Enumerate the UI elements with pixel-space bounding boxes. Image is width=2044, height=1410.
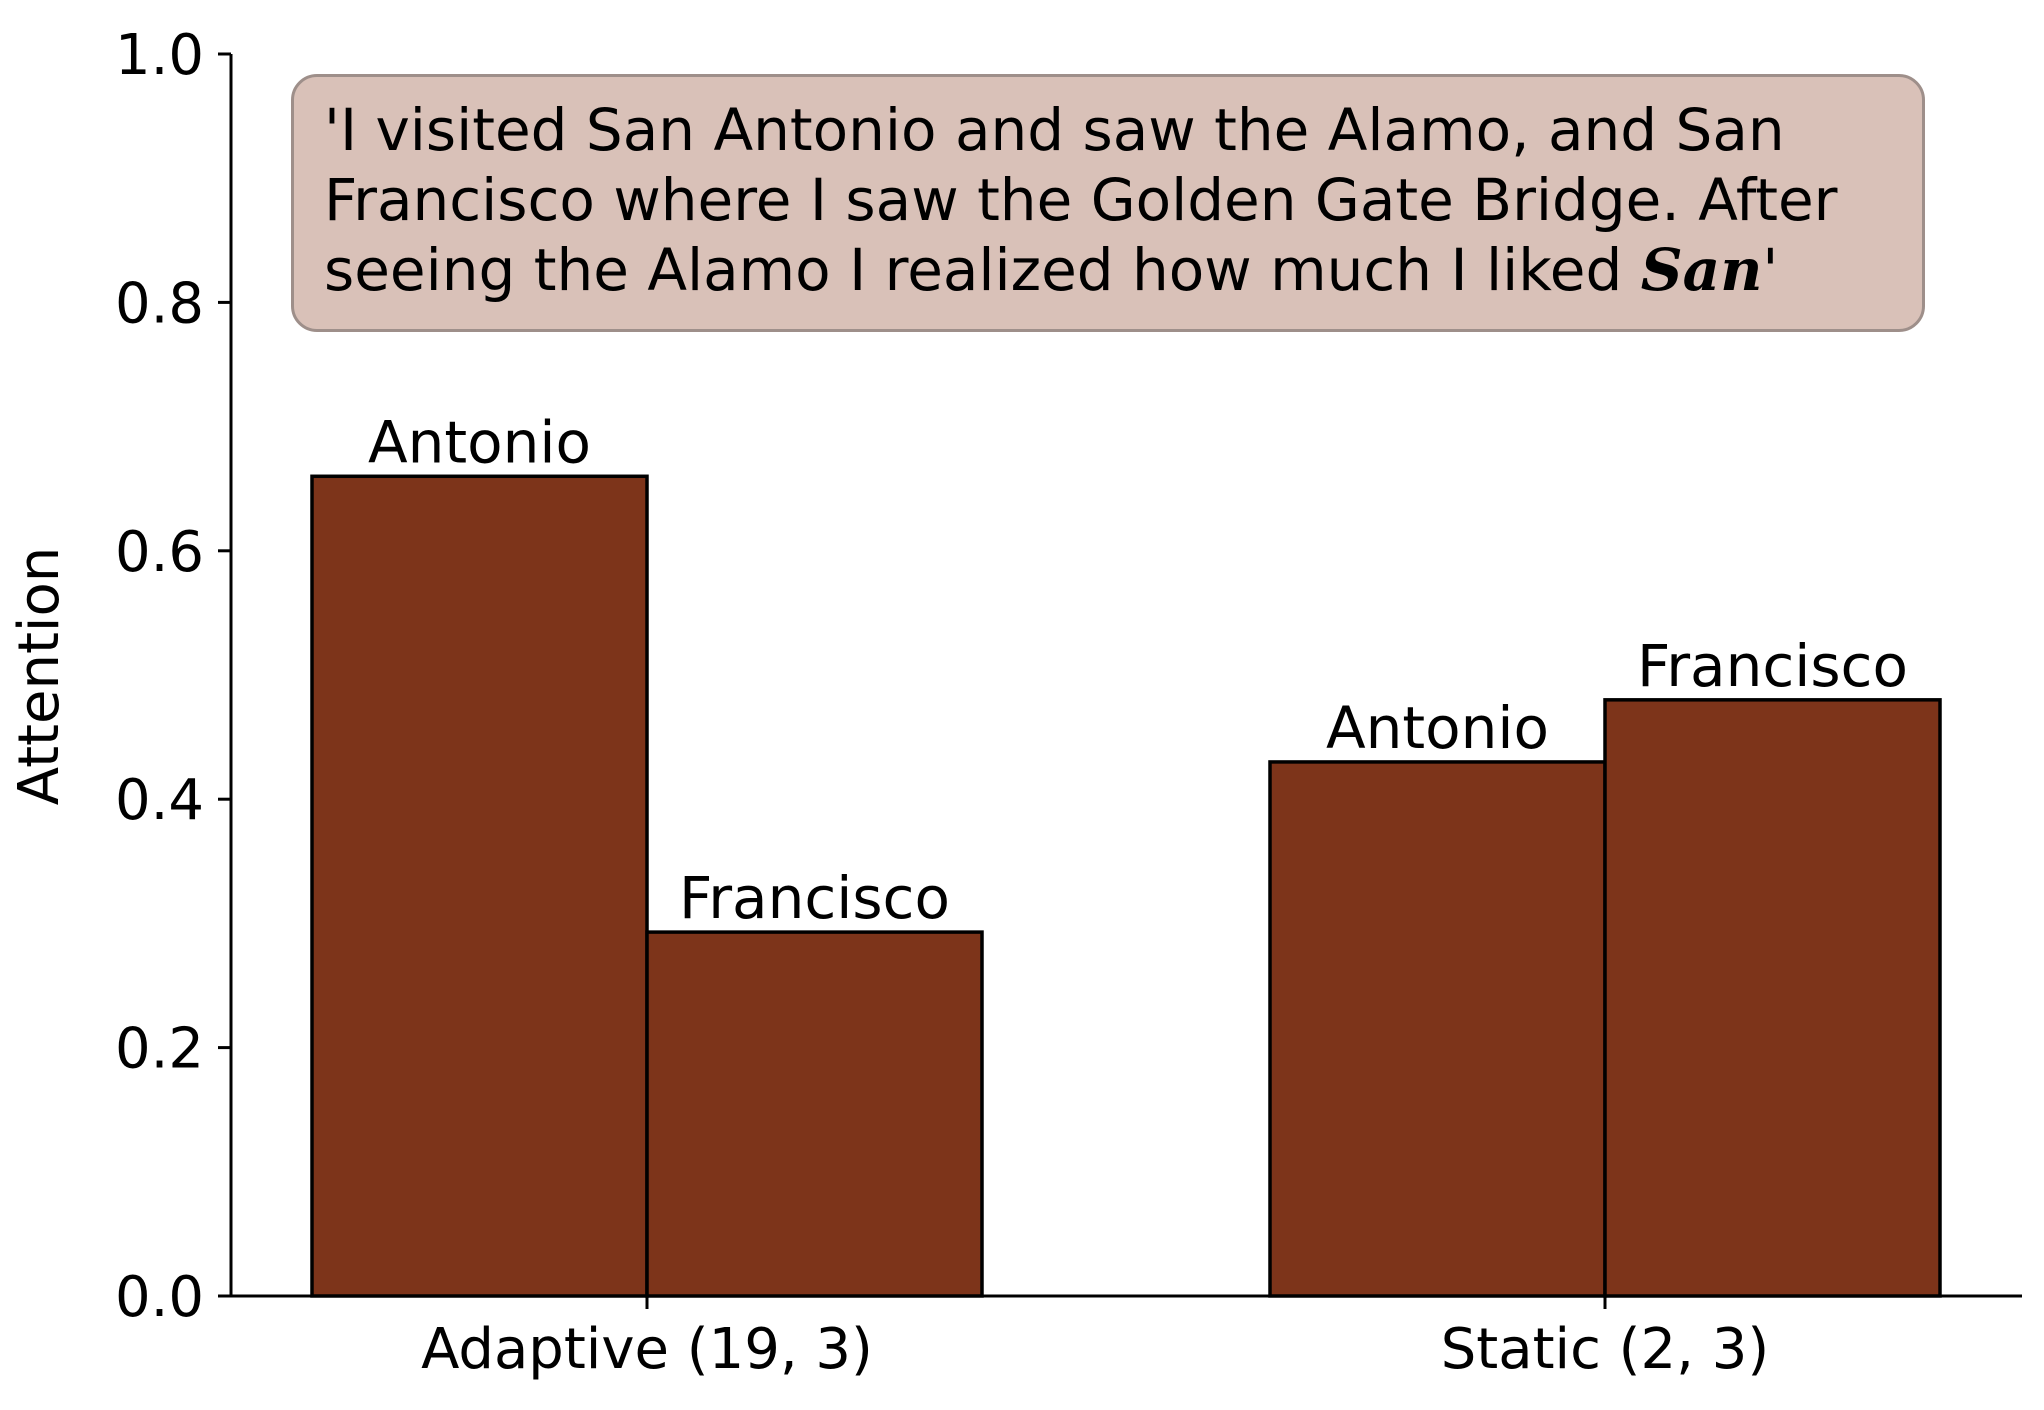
y-axis-label: Attention — [7, 547, 72, 805]
bars-layer — [310, 474, 1942, 1298]
y-tick-label-0.4: 0.4 — [115, 768, 204, 833]
bar-label-francisco-1: Francisco — [679, 864, 950, 932]
annotation-text-end: ' — [1762, 236, 1779, 304]
y-tick-label-0.2: 0.2 — [115, 1017, 204, 1082]
labels-layer: Antonio Francisco Antonio Francisco 0.0 0.2 0.… — [115, 23, 1908, 1382]
annotation-emphasis: San — [1640, 236, 1763, 304]
bar-label-antonio-2: Antonio — [1326, 694, 1549, 762]
bar-label-antonio-1: Antonio — [368, 408, 591, 476]
y-tick-label-0.8: 0.8 — [115, 271, 204, 336]
y-tick-label-1.0: 1.0 — [115, 23, 204, 88]
bar-antonio-1 — [310, 474, 649, 1298]
axes-layer — [218, 52, 2022, 1309]
y-tick-label-0.0: 0.0 — [115, 1265, 204, 1330]
x-tick-label-2: Static (2, 3) — [1441, 1317, 1769, 1382]
bar-francisco-2 — [1603, 698, 1942, 1298]
bar-francisco-1 — [645, 930, 984, 1298]
y-tick-label-0.6: 0.6 — [115, 520, 204, 585]
annotation-box: 'I visited San Antonio and saw the Alamo… — [291, 74, 1925, 332]
bar-label-francisco-2: Francisco — [1637, 632, 1908, 700]
annotation-text: 'I visited San Antonio and saw the Alamo… — [324, 96, 1838, 304]
bar-antonio-2 — [1268, 760, 1607, 1298]
x-tick-label-1: Adaptive (19, 3) — [421, 1317, 873, 1382]
